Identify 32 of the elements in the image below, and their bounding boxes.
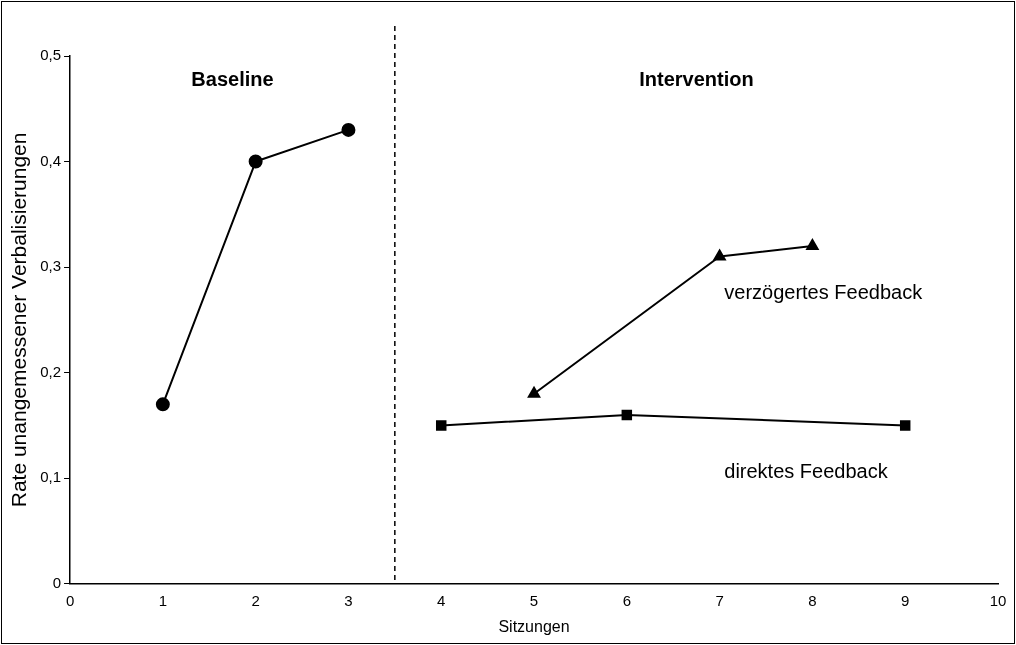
point [527,386,541,398]
series-label: verzögertes Feedback [724,280,924,303]
y-axis-title: Rate unangemessener Verbalisierungen [7,132,31,508]
point [621,409,633,421]
point [248,154,263,169]
y-tick-label: 0,5 [40,46,62,64]
x-tick-label: 0 [65,591,75,609]
y-tick-label: 0,3 [40,257,62,275]
x-axis-title: Sitzungen [498,617,570,635]
y-tick-label: 0,1 [40,468,62,486]
annotation: Intervention [639,67,754,90]
y-tick-label: 0,2 [40,362,62,380]
point [806,239,819,251]
point [899,420,911,431]
x-tick-label: 7 [715,591,724,609]
x-tick-label: 8 [808,591,817,609]
point [155,397,170,412]
x-tick-label: 10 [989,591,1007,609]
x-tick-label: 3 [344,591,353,609]
y-tick-label: 0,4 [40,151,62,169]
x-tick-label: 5 [529,591,539,609]
point [713,249,726,261]
x-tick-label: 1 [158,591,168,609]
y-tick-label: 0 [52,573,62,591]
annotation: Baseline [191,67,274,90]
point [341,122,356,137]
x-tick-label: 9 [901,591,910,609]
x-tick-label: 4 [437,591,446,609]
x-tick-label: 2 [251,591,260,609]
x-tick-label: 6 [622,591,631,609]
series-label: direktes Feedback [724,459,889,482]
point [435,420,447,431]
